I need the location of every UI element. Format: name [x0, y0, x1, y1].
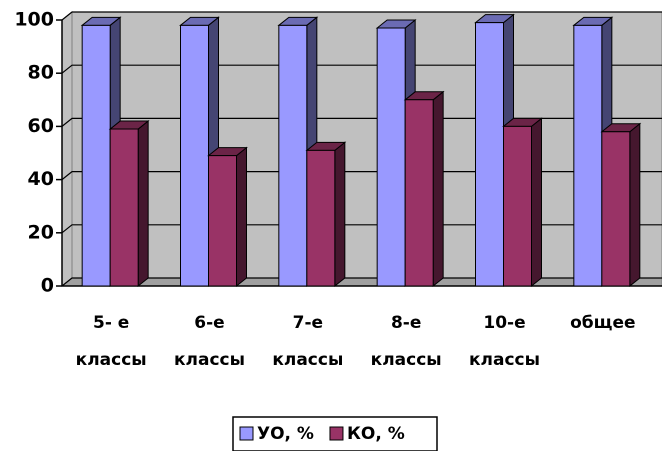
y-tick-label: 60	[28, 115, 54, 137]
bar-front	[601, 131, 631, 287]
bar-front	[503, 125, 532, 287]
bar-front	[208, 155, 237, 287]
grid-line	[61, 171, 662, 181]
x-tick-label: 7-е классы	[272, 313, 343, 370]
x-tick-label: общее	[570, 313, 635, 333]
grid-line	[61, 224, 662, 234]
bar-front	[278, 24, 308, 287]
bar-side	[334, 141, 346, 288]
bar-front	[81, 24, 111, 287]
x-tick-label: 6-е классы	[174, 313, 245, 370]
bar	[305, 141, 347, 288]
side-wall	[61, 10, 73, 288]
grid-line	[61, 64, 662, 74]
bar-front	[404, 99, 434, 287]
bar-front	[180, 24, 209, 287]
bar-side	[531, 117, 542, 288]
x-tick-label: 8-е классы	[371, 313, 442, 370]
grid-line	[61, 277, 662, 287]
y-tick-label: 0	[41, 275, 54, 297]
bar-side	[236, 146, 247, 288]
y-tick-label: 100	[14, 9, 54, 31]
grid-line	[61, 11, 662, 21]
legend-label: УО, %	[257, 424, 314, 444]
bar-front	[306, 149, 336, 287]
bar	[502, 117, 543, 288]
bar-front	[376, 27, 406, 287]
bar	[600, 122, 642, 288]
bar-side	[432, 90, 444, 288]
y-tick-label: 20	[28, 221, 54, 243]
bar-side	[629, 122, 641, 288]
x-tick-label: 10-е классы	[469, 313, 540, 370]
bar-front	[475, 22, 504, 287]
floor	[60, 277, 662, 287]
bar-front	[573, 24, 603, 287]
bar-side	[137, 120, 149, 288]
y-tick-label: 80	[28, 62, 54, 84]
bar	[403, 90, 445, 288]
x-tick-label: 5- е классы	[76, 313, 147, 370]
grid-line	[61, 117, 662, 127]
y-tick-label: 40	[28, 168, 54, 190]
legend-swatch	[239, 426, 254, 441]
legend-label: КО, %	[347, 424, 405, 444]
bar	[108, 120, 150, 288]
bar-front	[109, 128, 139, 287]
legend-swatch	[329, 426, 344, 441]
bar	[207, 146, 248, 288]
